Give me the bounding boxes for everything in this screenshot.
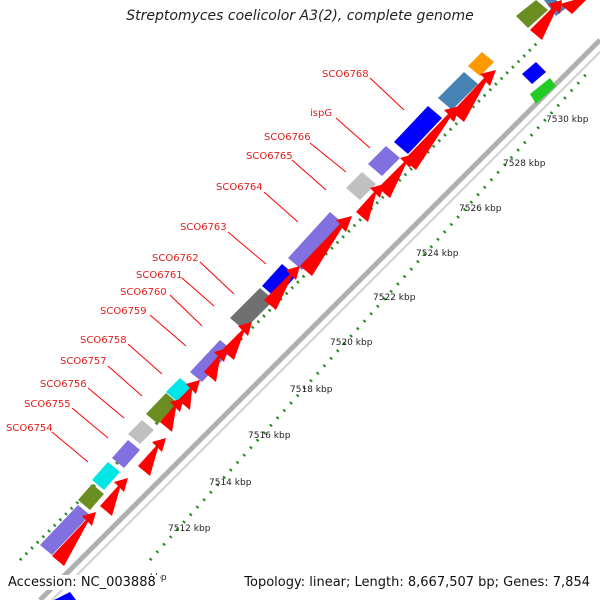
gene-label[interactable]: SCO6757 <box>60 356 107 367</box>
gene-label[interactable]: SCO6764 <box>216 182 263 193</box>
cds-arrow[interactable] <box>452 70 496 122</box>
cds-arrow[interactable] <box>404 106 460 170</box>
gene-label[interactable]: SCO6766 <box>264 132 311 143</box>
gene-label[interactable]: SCO6758 <box>80 335 127 346</box>
cds-arrow[interactable] <box>300 216 352 276</box>
cds-arrow[interactable] <box>100 478 128 516</box>
label-leaders <box>51 77 405 463</box>
cds-arrow[interactable] <box>52 512 96 566</box>
feature-block[interactable] <box>230 288 274 330</box>
kbp-label: 7528 kbp <box>503 159 546 169</box>
feature-track-upper <box>40 0 566 555</box>
map-title: Streptomyces coelicolor A3(2), complete … <box>126 8 474 24</box>
kbp-label: 7518 kbp <box>290 385 333 395</box>
gene-label[interactable]: SCO6755 <box>24 399 71 410</box>
kbp-label: 7530 kbp <box>546 115 589 125</box>
gene-label[interactable]: SCO6760 <box>120 287 167 298</box>
feature-block[interactable] <box>92 462 120 490</box>
gene-label[interactable]: SCO6763 <box>180 222 227 233</box>
feature-block[interactable] <box>166 378 192 402</box>
cds-arrow[interactable] <box>160 398 184 432</box>
feature-block[interactable] <box>368 146 400 176</box>
gene-label[interactable]: SCO6761 <box>136 270 183 281</box>
gene-label[interactable]: SCO6756 <box>40 379 87 390</box>
kbp-label: 7520 kbp <box>330 338 373 348</box>
backbone-line <box>51 51 600 600</box>
feature-block[interactable] <box>346 172 376 200</box>
cds-arrow[interactable] <box>378 154 414 198</box>
gene-labels: SCO6768 ispG SCO6766 SCO6765 SCO6764 SCO… <box>6 69 369 434</box>
feature-block[interactable] <box>394 106 442 154</box>
cds-arrow[interactable] <box>204 348 228 382</box>
cds-arrow[interactable] <box>560 0 586 14</box>
feature-block[interactable] <box>530 78 556 104</box>
feature-block[interactable] <box>516 0 548 28</box>
cds-arrow[interactable] <box>530 0 562 40</box>
backbone-line <box>38 38 600 600</box>
feature-block[interactable] <box>262 264 296 298</box>
cds-arrow[interactable] <box>222 322 252 360</box>
cds-arrow[interactable] <box>264 266 300 310</box>
kbp-label: 7516 kbp <box>248 431 291 441</box>
feature-block[interactable] <box>54 592 76 600</box>
cds-arrow[interactable] <box>178 380 200 410</box>
kbp-label: 7526 kbp <box>459 204 502 214</box>
kbp-label: 7512 kbp <box>168 524 211 534</box>
cds-arrow[interactable] <box>356 184 384 222</box>
feature-block[interactable] <box>438 72 478 110</box>
kbp-labels: 7530 kbp 7528 kbp 7526 kbp 7524 kbp 7522… <box>150 115 589 583</box>
cds-arrow[interactable] <box>138 438 166 476</box>
gene-label[interactable]: SCO6765 <box>246 151 293 162</box>
feature-block[interactable] <box>288 212 344 270</box>
feature-block[interactable] <box>40 505 90 555</box>
gene-label[interactable]: SCO6754 <box>6 423 53 434</box>
gene-label[interactable]: SCO6762 <box>152 253 199 264</box>
feature-block[interactable] <box>468 52 494 76</box>
accession-text: Accession: NC_003888 <box>8 575 160 590</box>
summary-text: Topology: linear; Length: 8,667,507 bp; … <box>244 575 590 590</box>
gene-label[interactable]: ispG <box>310 108 332 119</box>
feature-block[interactable] <box>128 420 154 444</box>
feature-block[interactable] <box>112 440 140 468</box>
feature-block[interactable] <box>78 484 104 510</box>
feature-block[interactable] <box>522 62 546 84</box>
kbp-label: 7524 kbp <box>416 249 459 259</box>
gene-label[interactable]: SCO6768 <box>322 69 369 80</box>
feature-block[interactable] <box>146 393 178 424</box>
gene-label[interactable]: SCO6759 <box>100 306 147 317</box>
kbp-label: 7522 kbp <box>373 293 416 303</box>
cds-track <box>52 0 586 566</box>
kbp-label: 7514 kbp <box>209 478 252 488</box>
